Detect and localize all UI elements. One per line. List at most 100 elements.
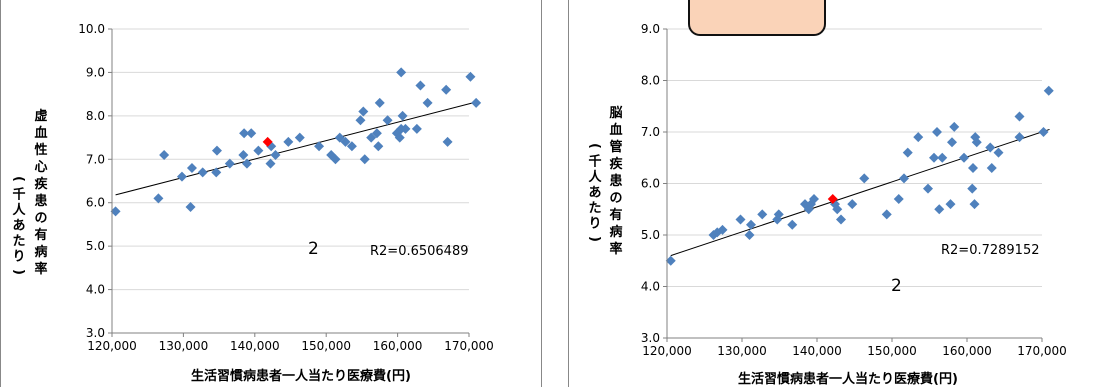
y-axis-unit-char: り <box>588 217 601 232</box>
y-axis-title-char: 率 <box>609 241 622 257</box>
y-tick-label: 6.0 <box>641 177 660 191</box>
data-point <box>773 209 784 220</box>
data-point <box>373 141 384 152</box>
highlight-point <box>827 193 838 204</box>
data-point <box>847 199 858 210</box>
data-point <box>294 132 305 143</box>
y-axis-unit-char: た <box>12 234 25 249</box>
data-point <box>411 123 422 134</box>
chart-panel-left: 120,000 130,000 140,000 150,000 160,000 170,0… <box>0 0 542 387</box>
y-axis-title-char: 管 <box>609 139 622 155</box>
y-tick-label: 5.0 <box>641 228 660 242</box>
y-axis-unit-char: ( <box>587 143 602 149</box>
x-tick-label: 130,000 <box>717 344 767 358</box>
data-point <box>735 214 746 225</box>
data-point <box>197 167 208 178</box>
data-point <box>330 154 341 165</box>
data-point <box>314 141 325 152</box>
x-tick-label: 160,000 <box>373 339 423 353</box>
data-point <box>211 145 222 156</box>
data-point <box>382 115 393 126</box>
y-axis-unit-char: ) <box>587 236 602 242</box>
x-tick-label: 120,000 <box>642 344 692 358</box>
y-tick-label: 4.0 <box>641 280 660 294</box>
data-point <box>471 97 482 108</box>
y-axis-unit-char: 人 <box>12 202 26 218</box>
data-point <box>358 106 369 117</box>
x-axis-title: 生活習慣病患者一人当たり医療費(円) <box>738 371 958 387</box>
x-tick-label: 160,000 <box>942 344 992 358</box>
data-point <box>744 230 755 240</box>
chart-panel-right: 120,000 130,000 140,000 150,000 160,000 170,0… <box>568 0 1117 387</box>
y-axis-title-char: 有 <box>609 207 622 223</box>
data-point <box>396 67 407 78</box>
data-point <box>359 154 370 165</box>
y-axis-unit-char: 人 <box>588 169 602 185</box>
data-point <box>881 209 892 220</box>
data-point <box>422 97 433 108</box>
data-point <box>153 193 164 204</box>
y-axis-title-char: 有 <box>34 227 47 243</box>
data-point <box>253 145 264 156</box>
annotation-label: 2 <box>891 276 902 296</box>
data-point <box>945 199 956 210</box>
y-axis-title-char: 病 <box>609 224 622 240</box>
data-point <box>415 80 426 91</box>
data-point <box>932 127 942 137</box>
data-point <box>746 219 756 230</box>
y-tick-label: 5.0 <box>86 239 105 253</box>
y-tick-label: 8.0 <box>86 109 105 123</box>
data-point <box>185 202 196 213</box>
data-point <box>993 147 1004 158</box>
y-axis-title-char: 脳 <box>609 106 622 121</box>
data-point <box>1014 132 1025 143</box>
data-point <box>923 183 933 194</box>
data-point <box>246 128 257 139</box>
x-tick-label: 170,000 <box>1017 344 1067 358</box>
data-point <box>832 204 843 215</box>
highlight-point <box>262 136 273 147</box>
data-point <box>442 136 453 147</box>
data-point <box>340 136 351 147</box>
trendline <box>115 101 477 196</box>
ischemic-heart-disease-scatter-chart: 120,000 130,000 140,000 150,000 160,000 170,0… <box>11 22 494 384</box>
y-tick-label: 10.0 <box>78 22 105 36</box>
data-point <box>899 173 909 184</box>
data-point <box>934 204 945 215</box>
y-axis-unit-char: り <box>12 250 25 265</box>
y-tick-label: 6.0 <box>86 196 105 210</box>
data-point <box>757 209 768 220</box>
y-axis-title-char: 心 <box>34 160 47 175</box>
y-axis-unit-char: あ <box>588 186 601 201</box>
data-point <box>371 128 382 139</box>
r2-label: R2=0.6506489 <box>370 244 469 259</box>
data-point <box>394 132 405 143</box>
x-tick-label: 130,000 <box>159 339 209 353</box>
y-axis-title-char: 血 <box>609 122 622 138</box>
data-point <box>968 163 978 174</box>
data-point <box>986 163 997 174</box>
data-point <box>913 132 924 143</box>
data-point <box>159 149 170 160</box>
y-axis-title-char: 率 <box>34 261 47 277</box>
data-point <box>967 183 978 194</box>
y-tick-label: 7.0 <box>86 152 105 166</box>
data-point <box>902 147 913 158</box>
data-point <box>717 224 728 235</box>
data-point <box>1043 85 1054 96</box>
callout-box <box>688 0 826 36</box>
data-point <box>110 206 121 217</box>
data-point <box>270 149 281 160</box>
data-point <box>397 110 408 121</box>
data-point <box>949 121 960 132</box>
cerebrovascular-disease-scatter-chart: 120,000 130,000 140,000 150,000 160,000 170,0… <box>587 22 1067 387</box>
y-axis-title-char: 疾 <box>34 176 48 192</box>
data-point <box>929 152 939 163</box>
y-axis-title-char: の <box>609 191 622 206</box>
data-point <box>665 255 676 266</box>
y-axis-unit-char: あ <box>12 219 25 234</box>
x-tick-label: 170,000 <box>444 339 494 353</box>
y-tick-label: 3.0 <box>641 331 660 345</box>
data-point <box>441 84 452 95</box>
